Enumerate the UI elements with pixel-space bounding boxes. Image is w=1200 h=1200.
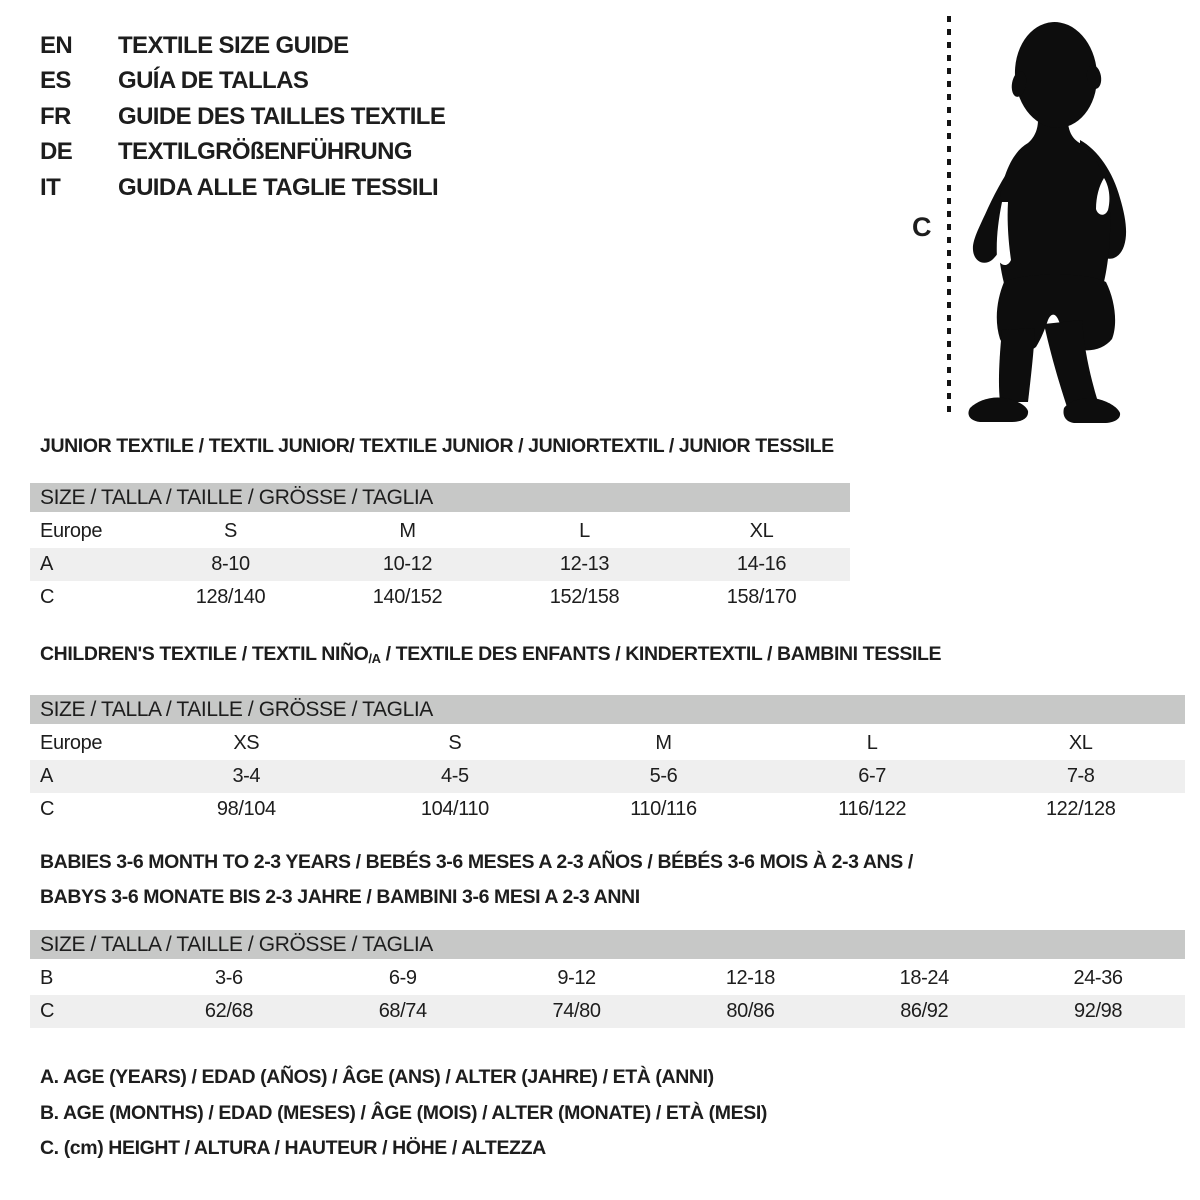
row-label: Europe (40, 520, 103, 542)
size-cell: XL (749, 520, 774, 542)
size-cell: 6-9 (388, 967, 417, 989)
table-row: C 62/68 68/74 74/80 80/86 86/92 92/98 (30, 995, 1185, 1028)
section-title: CHILDREN'S TEXTILE / TEXTIL NIÑO/A / TEX… (30, 643, 1185, 670)
page-title: TEXTILE SIZE GUIDE (118, 31, 349, 59)
section-children-textile: CHILDREN'S TEXTILE / TEXTIL NIÑO/A / TEX… (30, 643, 1185, 826)
size-cell: 158/170 (726, 586, 797, 608)
size-cell: M (399, 520, 416, 542)
legend-line-a: A. AGE (YEARS) / EDAD (AÑOS) / ÂGE (ANS)… (40, 1066, 714, 1088)
legend-line-c: C. (cm) HEIGHT / ALTURA / HAUTEUR / HÖHE… (40, 1137, 546, 1159)
row-label: A (40, 553, 53, 575)
size-cell: XS (233, 732, 260, 754)
page-title: GUÍA DE TALLAS (118, 67, 309, 95)
legend-line-b: B. AGE (MONTHS) / EDAD (MESES) / ÂGE (MO… (40, 1101, 767, 1124)
section-title-line: JUNIOR TEXTILE / TEXTIL JUNIOR/ TEXTILE … (40, 435, 834, 457)
size-cell: 6-7 (858, 765, 886, 787)
size-table-babies: SIZE / TALLA / TAILLE / GRÖSSE / TAGLIA … (30, 930, 1185, 1028)
language-row: DE TEXTILGRÖßENFÜHRUNG (40, 135, 445, 171)
section-title-line: BABYS 3-6 MONATE BIS 2-3 JAHRE / BAMBINI… (40, 886, 640, 908)
page-title: GUIDE DES TAILLES TEXTILE (118, 102, 446, 130)
toddler-silhouette-icon (968, 22, 1127, 423)
language-code: IT (40, 173, 61, 201)
size-table-junior: SIZE / TALLA / TAILLE / GRÖSSE / TAGLIA … (30, 483, 850, 614)
size-cell: 24-36 (1073, 967, 1123, 989)
size-cell: 8-10 (211, 553, 250, 575)
size-cell: 110/116 (630, 798, 697, 820)
row-label: B (40, 967, 53, 989)
size-cell: 128/140 (195, 586, 266, 608)
size-cell: 74/80 (552, 1000, 601, 1022)
size-cell: 5-6 (649, 765, 678, 787)
height-dashed-line (947, 16, 951, 418)
size-cell: M (655, 732, 672, 754)
size-cell: 7-8 (1066, 765, 1095, 787)
height-label-c: C (912, 212, 932, 242)
table-row: C 98/104 104/110 110/116 116/122 122/128 (30, 793, 1185, 826)
language-code: FR (40, 102, 71, 130)
section-title-line: BABIES 3-6 MONTH TO 2-3 YEARS / BEBÉS 3-… (40, 851, 913, 873)
section-title-text: CHILDREN'S TEXTILE / TEXTIL NIÑO (40, 643, 369, 665)
language-row: EN TEXTILE SIZE GUIDE (40, 28, 445, 64)
size-cell: 12-18 (725, 967, 776, 989)
table-row: Europe XS S M L XL (30, 727, 1185, 760)
language-code: EN (40, 31, 73, 59)
size-cell: L (866, 732, 878, 754)
size-cell: 86/92 (900, 1000, 949, 1022)
size-cell: 92/98 (1074, 1000, 1123, 1022)
row-label: A (40, 765, 53, 787)
size-cell: 122/128 (1045, 798, 1116, 820)
row-label: C (40, 586, 55, 608)
size-cell: 14-16 (736, 553, 787, 575)
size-cell: 12-13 (559, 553, 610, 575)
size-cell: 68/74 (378, 1000, 427, 1022)
table-header: SIZE / TALLA / TAILLE / GRÖSSE / TAGLIA (30, 930, 1185, 959)
size-cell: 62/68 (204, 1000, 253, 1022)
measurement-legend: A. AGE (YEARS) / EDAD (AÑOS) / ÂGE (ANS)… (40, 1060, 767, 1167)
section-title-text: / TEXTILE DES ENFANTS / KINDERTEXTIL / B… (380, 643, 942, 665)
table-row: B 3-6 6-9 9-12 12-18 18-24 24-36 (30, 962, 1185, 995)
section-title: JUNIOR TEXTILE / TEXTIL JUNIOR/ TEXTILE … (30, 435, 850, 457)
table-row: Europe S M L XL (30, 515, 850, 548)
size-cell: 98/104 (216, 798, 276, 820)
size-table-children: SIZE / TALLA / TAILLE / GRÖSSE / TAGLIA … (30, 695, 1185, 826)
row-label: C (40, 1000, 55, 1022)
table-header: SIZE / TALLA / TAILLE / GRÖSSE / TAGLIA (30, 695, 1185, 724)
language-title-list: EN TEXTILE SIZE GUIDE ES GUÍA DE TALLAS … (40, 28, 446, 206)
size-cell: 9-12 (557, 967, 596, 989)
section-title-subscript: /A (368, 651, 381, 666)
page-title: GUIDA ALLE TAGLIE TESSILI (118, 173, 439, 201)
row-label: C (40, 798, 55, 820)
language-row: IT GUIDA ALLE TAGLIE TESSILI (40, 170, 445, 206)
size-cell: S (224, 520, 237, 542)
size-cell: XL (1068, 732, 1093, 754)
size-cell: L (579, 520, 590, 542)
size-cell: 3-6 (215, 967, 243, 989)
size-cell: 4-5 (441, 765, 469, 787)
size-cell: 152/158 (549, 586, 620, 608)
table-row: A 3-4 4-5 5-6 6-7 7-8 (30, 760, 1185, 793)
language-row: ES GUÍA DE TALLAS (40, 64, 445, 100)
language-code: ES (40, 67, 71, 95)
size-cell: 18-24 (899, 967, 950, 989)
size-cell: S (448, 732, 462, 754)
section-junior-textile: JUNIOR TEXTILE / TEXTIL JUNIOR/ TEXTILE … (30, 435, 850, 614)
size-cell: 10-12 (382, 553, 433, 575)
height-measure-figure: C (900, 14, 1160, 429)
section-babies-textile: BABIES 3-6 MONTH TO 2-3 YEARS / BEBÉS 3-… (30, 845, 1185, 1028)
table-header: SIZE / TALLA / TAILLE / GRÖSSE / TAGLIA (30, 483, 850, 512)
size-cell: 3-4 (232, 765, 261, 787)
size-cell: 140/152 (372, 586, 443, 608)
page-title: TEXTILGRÖßENFÜHRUNG (118, 138, 413, 166)
table-row: A 8-10 10-12 12-13 14-16 (30, 548, 850, 581)
size-cell: 116/122 (838, 798, 907, 820)
language-code: DE (40, 138, 73, 166)
size-cell: 80/86 (726, 1000, 775, 1022)
table-row: C 128/140 140/152 152/158 158/170 (30, 581, 850, 614)
section-title: BABIES 3-6 MONTH TO 2-3 YEARS / BEBÉS 3-… (30, 845, 1185, 915)
size-cell: 104/110 (420, 798, 489, 820)
language-row: FR GUIDE DES TAILLES TEXTILE (40, 99, 446, 135)
row-label: Europe (40, 732, 103, 754)
